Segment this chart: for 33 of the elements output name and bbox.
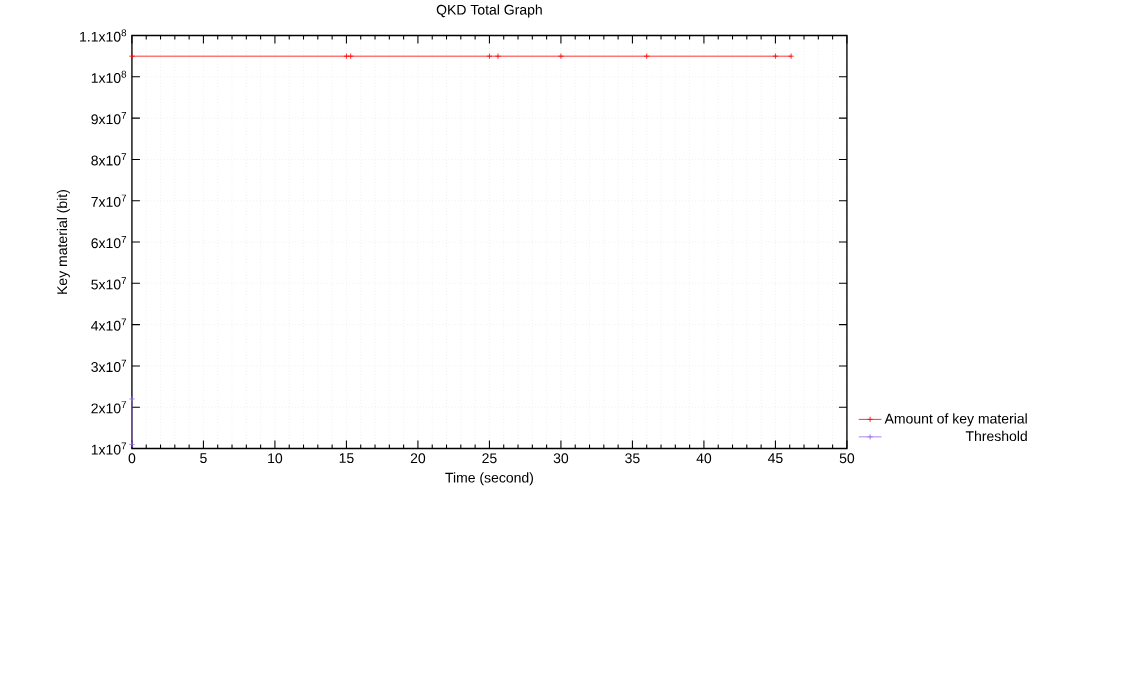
y-tick-label: 1.1x10$^{8}$ (80, 29, 127, 42)
text: Threshold (965, 430, 1027, 441)
x-tick-label: 5 (200, 453, 207, 463)
x-tick-label: 0 (128, 453, 136, 464)
y-tick-label: 2x10$^{7}$ (91, 400, 127, 414)
y-tick-label: 8x10$^{7}$ (91, 153, 127, 166)
point (347, 52, 354, 60)
y-tick-label: 4x10$^{7}$ (91, 318, 127, 331)
point (772, 52, 779, 60)
chart-title: QKD Total Graph (436, 4, 542, 18)
x-tick-label: 25 (482, 453, 497, 464)
y-tick-label: 1x10$^{8}$ (91, 70, 127, 83)
x-axis-title: Time (second) (445, 472, 533, 486)
point (643, 52, 650, 60)
y-tick-label: 3x10$^{7}$ (91, 359, 127, 372)
y-axis-title: Key material (bit) (56, 189, 70, 294)
point (494, 52, 502, 60)
y-tick-label: 7x10$^{7}$ (91, 194, 127, 207)
x-tick-label: 30 (553, 453, 569, 464)
y-tick-label: 9x10$^{7}$ (91, 111, 127, 125)
x-tick-label: 35 (625, 453, 640, 464)
x-tick-label: 50 (839, 453, 855, 464)
x-tick-label: 20 (410, 453, 426, 464)
x-tick-label: 40 (696, 453, 712, 464)
point (557, 52, 564, 60)
x-tick-label: 10 (268, 453, 283, 464)
x-tick-label: 45 (767, 453, 783, 463)
y-tick-label: 5x10$^{7}$ (91, 277, 127, 290)
x-tick-label: 15 (339, 453, 354, 463)
y-tick-label: 6x10$^{7}$ (91, 235, 127, 248)
legend-label: Amount of key material (884, 413, 1027, 427)
point (486, 52, 493, 60)
y-tick-label: 1x10$^{7}$ (91, 442, 127, 455)
